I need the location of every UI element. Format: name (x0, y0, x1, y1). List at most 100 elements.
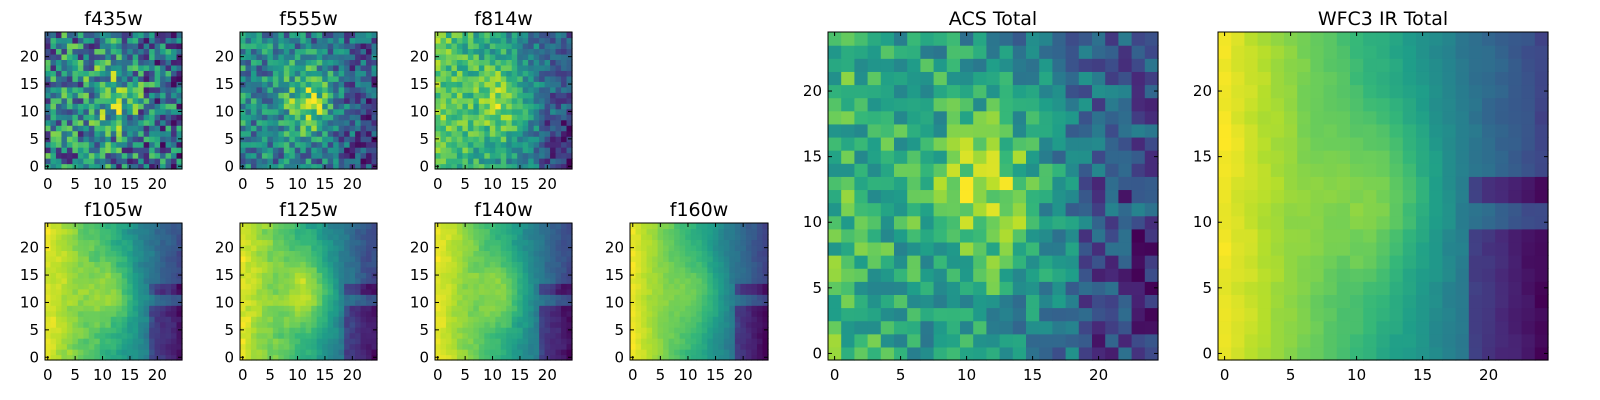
heatmap-cell (756, 305, 764, 312)
heatmap-cell (544, 136, 551, 143)
heatmap-cell (94, 108, 101, 115)
heatmap-cell (344, 103, 351, 110)
heatmap-cell (1065, 268, 1080, 282)
heatmap-cell (316, 354, 323, 361)
heatmap-cell (451, 92, 458, 99)
heatmap-cell (305, 92, 312, 99)
heatmap-cell (165, 158, 172, 165)
heatmap-cell (333, 255, 340, 262)
heatmap-cell (668, 233, 675, 241)
heatmap-cell (154, 233, 161, 241)
heatmap-cell (946, 241, 961, 256)
heatmap-cell (854, 307, 869, 322)
heatmap-cell (550, 97, 557, 104)
heatmap-cell (500, 233, 507, 241)
heatmap-cell (500, 163, 507, 170)
heatmap-cell (986, 268, 1001, 282)
heatmap-cell (489, 42, 496, 50)
heatmap-cell (641, 266, 648, 273)
heatmap-cell (745, 299, 753, 306)
heatmap-cell (762, 349, 769, 356)
heatmap-cell (435, 152, 442, 159)
heatmap-cell (561, 354, 568, 361)
heatmap-cell (920, 294, 935, 309)
heatmap-cell (50, 266, 57, 273)
heatmap-cell (1144, 176, 1159, 191)
heatmap-cell (327, 255, 334, 262)
heatmap-cell (500, 332, 507, 339)
heatmap-cell (121, 283, 128, 290)
heatmap-cell (495, 114, 502, 121)
heatmap-cell (679, 233, 686, 241)
heatmap-cell (539, 332, 546, 339)
heatmap-cell (88, 75, 95, 82)
heatmap-cell (171, 86, 178, 93)
heatmap-cell (723, 338, 730, 345)
heatmap-cell (544, 64, 551, 71)
heatmap-cell (50, 223, 57, 230)
heatmap-cell (250, 136, 258, 143)
x-tick-label: 10 (483, 175, 502, 193)
heatmap-cell (679, 283, 686, 290)
heatmap-cell (267, 283, 274, 290)
heatmap-cell (533, 354, 540, 361)
heatmap-cell (132, 283, 139, 290)
heatmap-cell (344, 108, 351, 115)
heatmap-cell (289, 228, 296, 235)
heatmap-cell (907, 189, 921, 204)
heatmap-cell (495, 48, 502, 55)
heatmap-cell (528, 316, 535, 323)
heatmap-cell (740, 239, 747, 246)
heatmap-cell (267, 294, 274, 301)
heatmap-cell (445, 288, 453, 295)
heatmap-cell (1078, 268, 1093, 282)
heatmap-cell (116, 310, 123, 317)
heatmap-cell (674, 332, 681, 339)
heatmap-cell (127, 310, 134, 317)
heatmap-cell (245, 70, 252, 77)
heatmap-cell (473, 255, 480, 262)
heatmap-cell (143, 152, 150, 159)
heatmap-cell (478, 86, 485, 93)
heatmap-cell (495, 158, 502, 165)
heatmap-cell (88, 223, 95, 230)
heatmap-cell (723, 255, 730, 262)
heatmap-cell (544, 239, 551, 246)
heatmap-cell (272, 354, 279, 361)
heatmap-cell (66, 75, 73, 82)
heatmap-cell (154, 42, 161, 50)
heatmap-cell (138, 250, 145, 257)
heatmap-cell (349, 108, 356, 115)
heatmap-cell (641, 250, 648, 257)
heatmap-cell (635, 294, 642, 301)
heatmap-cell (165, 343, 172, 350)
heatmap-cell (338, 136, 345, 143)
heatmap-cell (311, 32, 318, 39)
heatmap-cell (1144, 294, 1159, 309)
heatmap-cell (338, 294, 345, 301)
heatmap-cell (245, 239, 252, 246)
heatmap-cell (305, 163, 312, 170)
heatmap-cell (478, 48, 485, 55)
heatmap-cell (880, 241, 895, 256)
heatmap-cell (55, 97, 63, 104)
heatmap-cell (66, 130, 73, 137)
heatmap-cell (110, 42, 117, 50)
heatmap-cell (495, 338, 502, 345)
heatmap-cell (272, 59, 279, 66)
heatmap-cell (451, 228, 458, 235)
heatmap-cell (83, 277, 90, 284)
heatmap-cell (1012, 241, 1027, 256)
heatmap-cell (311, 125, 318, 132)
heatmap-cell (83, 255, 90, 262)
heatmap-cell (986, 281, 1001, 295)
heatmap-cell (473, 244, 480, 251)
heatmap-cell (245, 152, 252, 159)
heatmap-cell (1012, 307, 1027, 322)
heatmap-cell (267, 266, 274, 273)
heatmap-cell (300, 233, 307, 241)
heatmap-cell (539, 114, 546, 121)
heatmap-cell (685, 305, 692, 312)
heatmap-cell (478, 327, 485, 334)
